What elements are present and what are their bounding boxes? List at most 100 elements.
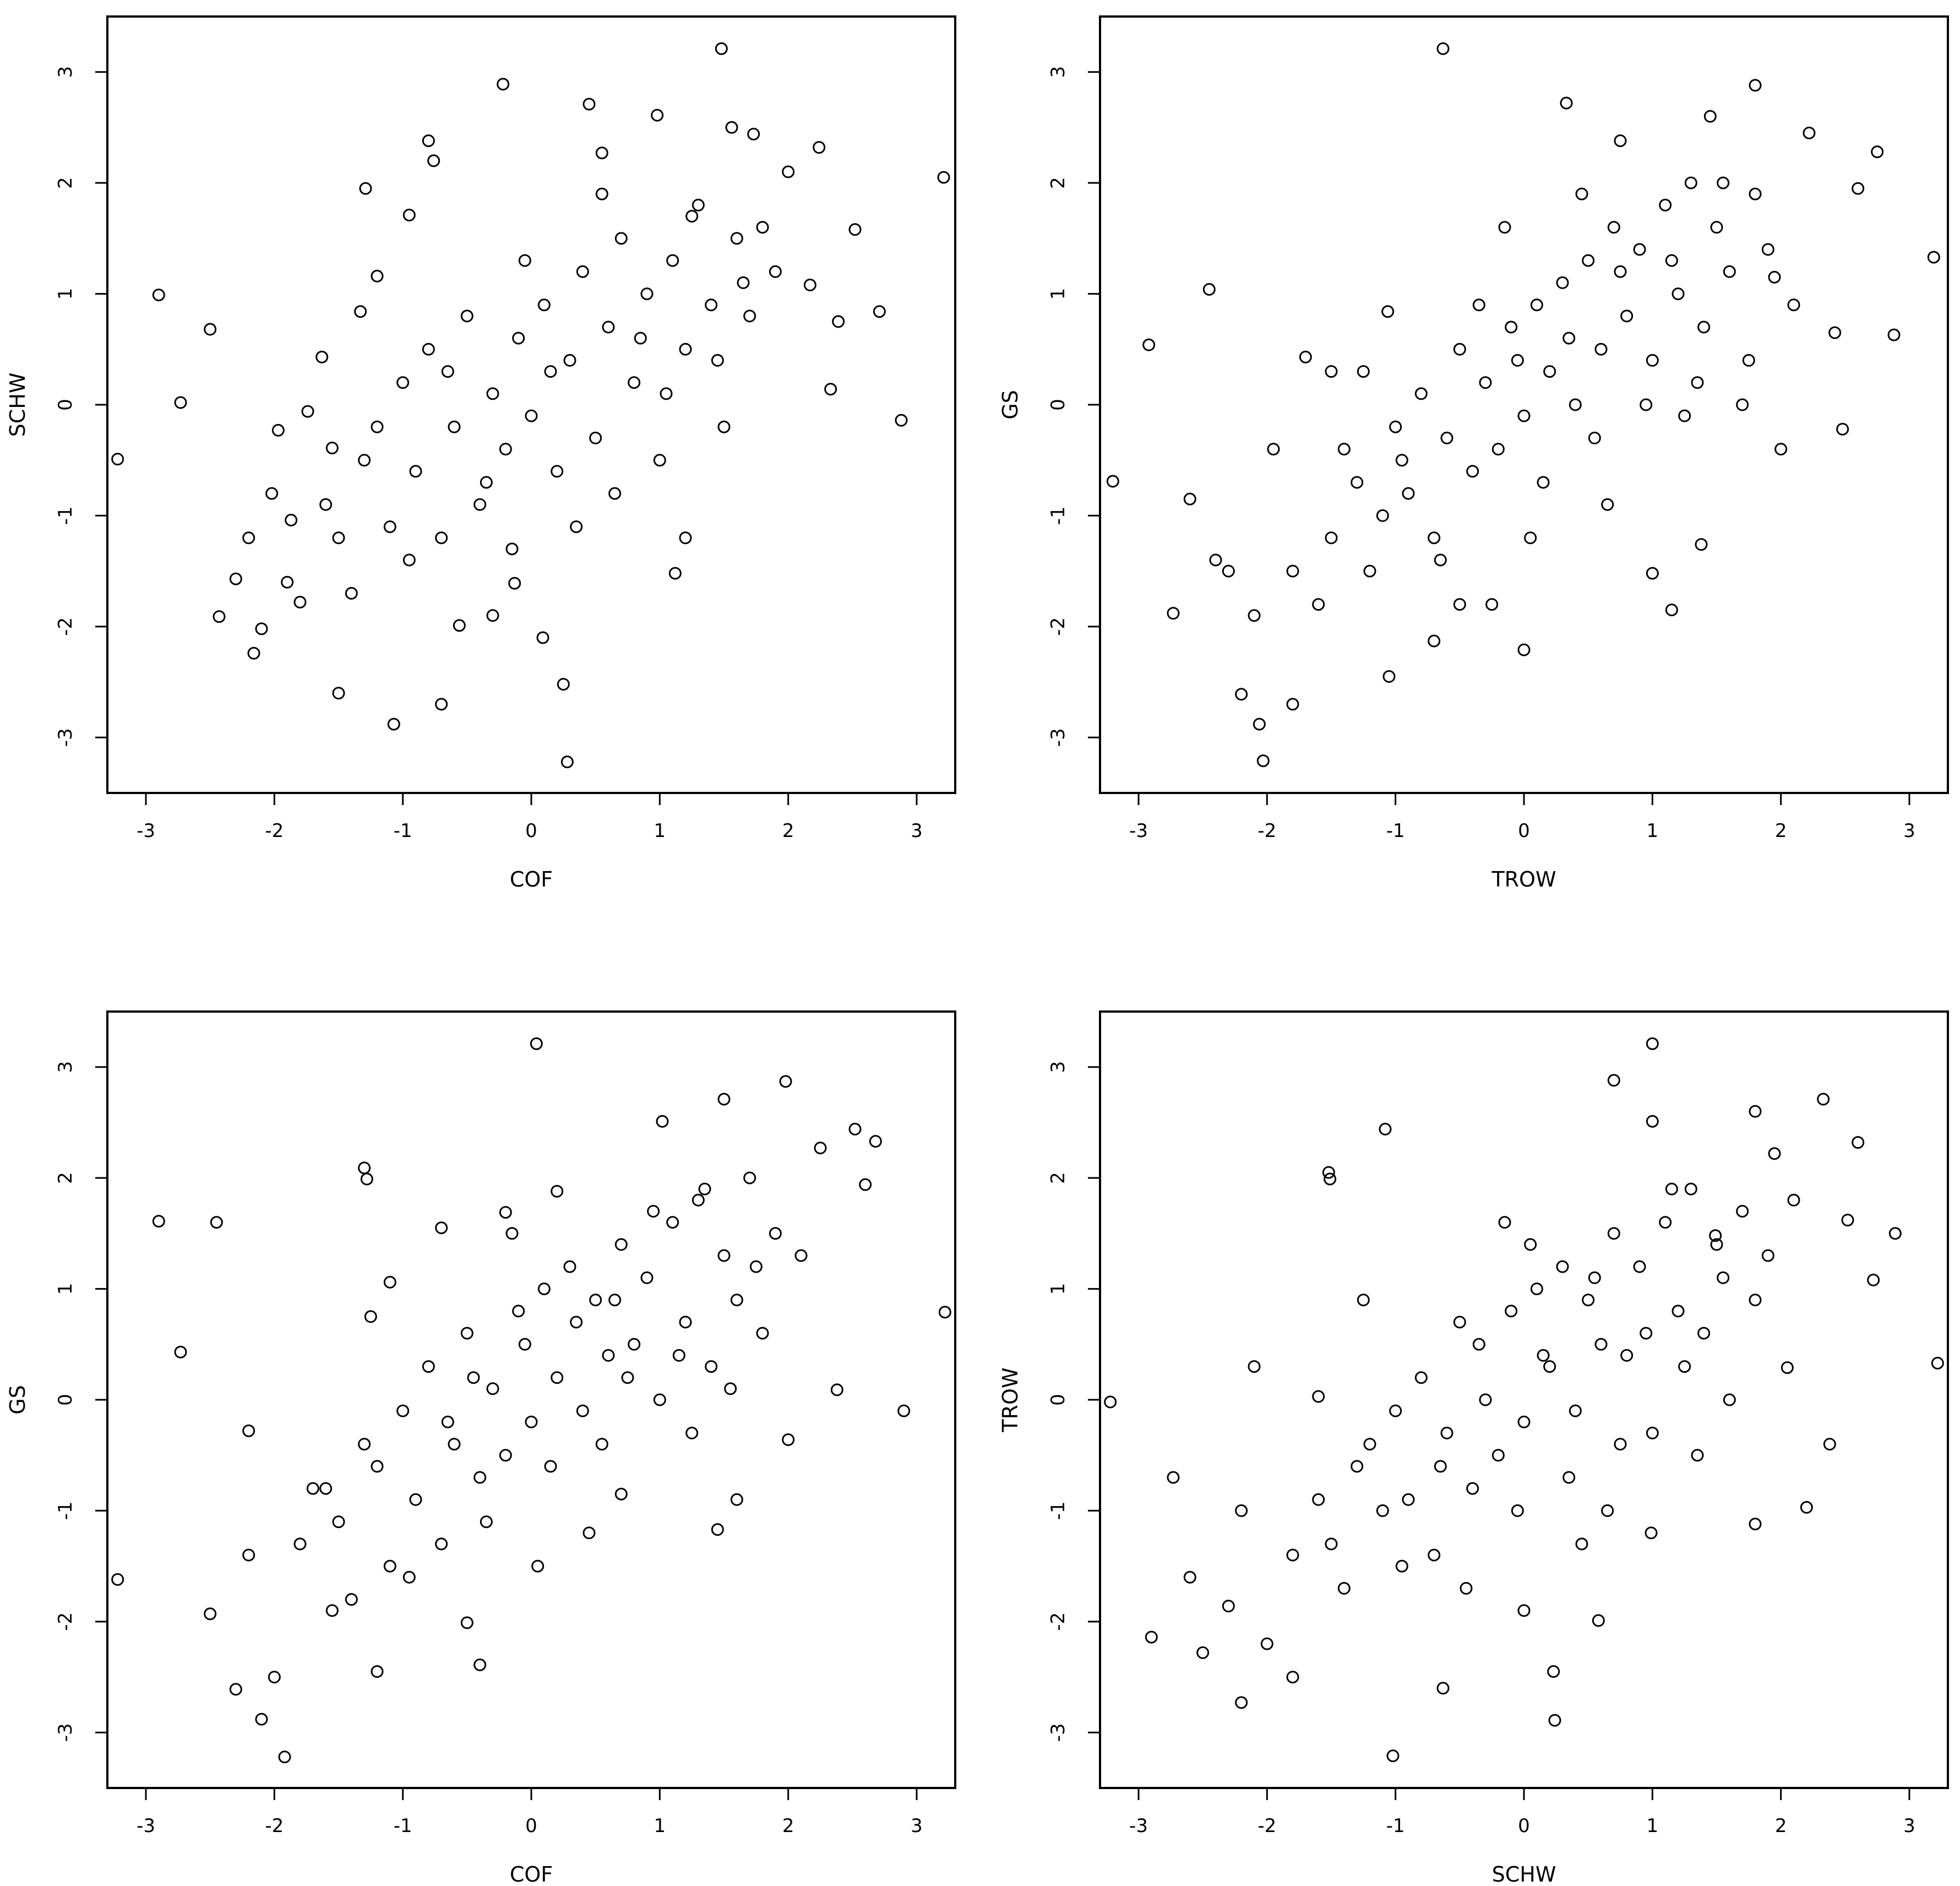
y-tick-label: 0 (1047, 399, 1069, 411)
data-point (1684, 176, 1697, 189)
data-point (422, 134, 435, 148)
data-point (1607, 221, 1620, 234)
plot-frame (1099, 1010, 1949, 1789)
data-point (530, 1037, 543, 1050)
data-point (782, 165, 795, 178)
y-tick-label: -2 (1047, 1612, 1069, 1631)
data-point (358, 1438, 371, 1451)
scatter-panel-1: -3 -2 -1 0 1 2 3 -3 -2 -1 0 1 2 3 COF SCHW (6, 15, 956, 892)
data-point (473, 1658, 487, 1671)
y-tick-label: 0 (1047, 1394, 1069, 1406)
data-point (544, 1460, 557, 1473)
data-point (1248, 609, 1261, 622)
data-point (782, 1433, 795, 1447)
x-axis-label: COF (510, 867, 553, 892)
data-point (354, 305, 367, 318)
data-point (1582, 254, 1595, 267)
data-point (247, 646, 260, 660)
data-point (460, 309, 473, 323)
x-tick-label: -1 (394, 1815, 412, 1837)
data-point (1841, 1214, 1854, 1227)
data-point (679, 531, 692, 545)
data-point (255, 622, 268, 635)
data-point (859, 1178, 872, 1191)
data-point (730, 1293, 743, 1307)
data-point (640, 1271, 654, 1284)
data-point (1389, 1404, 1402, 1417)
data-point (1395, 1559, 1408, 1573)
data-point (576, 265, 589, 278)
data-point (499, 443, 512, 456)
data-point (1761, 243, 1774, 256)
data-point (332, 1515, 345, 1529)
data-point (938, 1306, 951, 1319)
data-point (268, 1671, 281, 1684)
data-point (1659, 198, 1672, 211)
data-point (204, 323, 217, 336)
data-point (1787, 298, 1800, 312)
data-point (427, 154, 440, 167)
data-point (1709, 1229, 1722, 1242)
data-point (467, 1371, 480, 1384)
x-tick-label: 2 (1775, 1815, 1787, 1837)
data-point (1256, 754, 1270, 768)
data-point (480, 476, 493, 489)
data-point (705, 1360, 718, 1373)
x-tick-label: -3 (137, 1815, 155, 1837)
data-point (1466, 465, 1479, 478)
data-point (668, 567, 682, 580)
y-tick-label: 2 (55, 1172, 77, 1184)
data-point (497, 78, 510, 91)
data-point (1453, 598, 1466, 611)
data-point (1183, 1570, 1196, 1584)
data-point (1222, 1600, 1235, 1613)
data-point (1436, 1682, 1450, 1695)
data-point (1434, 1460, 1447, 1473)
data-point (1695, 538, 1708, 551)
data-point (1852, 182, 1865, 195)
data-point (499, 1449, 512, 1462)
y-tick-label: -3 (55, 728, 77, 747)
data-point (1434, 553, 1447, 567)
data-point (1582, 1293, 1595, 1307)
y-axis-label: TROW (998, 1367, 1022, 1432)
data-point (1517, 1604, 1531, 1617)
data-point (383, 520, 396, 534)
data-point (1466, 1482, 1479, 1495)
data-point (174, 396, 187, 409)
data-point (1887, 328, 1901, 341)
data-point (595, 146, 608, 160)
data-point (1931, 1357, 1944, 1370)
data-point (229, 1683, 242, 1696)
data-point (319, 1482, 333, 1495)
data-point (1871, 145, 1884, 159)
data-point (1601, 498, 1614, 511)
data-point (1852, 1136, 1865, 1149)
data-point (1575, 187, 1588, 200)
x-tick-label: 3 (1903, 820, 1915, 842)
x-tick-label: -2 (265, 1815, 284, 1837)
data-point (1774, 443, 1788, 456)
data-point (1927, 251, 1940, 264)
data-point (1414, 387, 1428, 400)
data-point (570, 520, 583, 534)
x-tick-label: -2 (1257, 1815, 1276, 1837)
data-point (1498, 221, 1511, 234)
data-point (725, 121, 738, 134)
x-tick-label: -1 (1386, 1815, 1405, 1837)
data-point (570, 1316, 583, 1329)
data-point (332, 687, 345, 700)
data-point (1665, 254, 1678, 267)
data-point (589, 431, 602, 444)
data-point (1498, 1216, 1511, 1229)
y-tick-label: 1 (55, 1283, 77, 1295)
data-point (1376, 1504, 1389, 1517)
x-tick-label: 1 (1647, 820, 1659, 842)
data-point (402, 553, 416, 567)
data-point (1665, 604, 1678, 617)
data-point (174, 1345, 187, 1358)
data-point (1460, 1581, 1473, 1595)
data-point (1594, 343, 1608, 356)
data-point (345, 586, 358, 600)
data-point (551, 465, 564, 478)
